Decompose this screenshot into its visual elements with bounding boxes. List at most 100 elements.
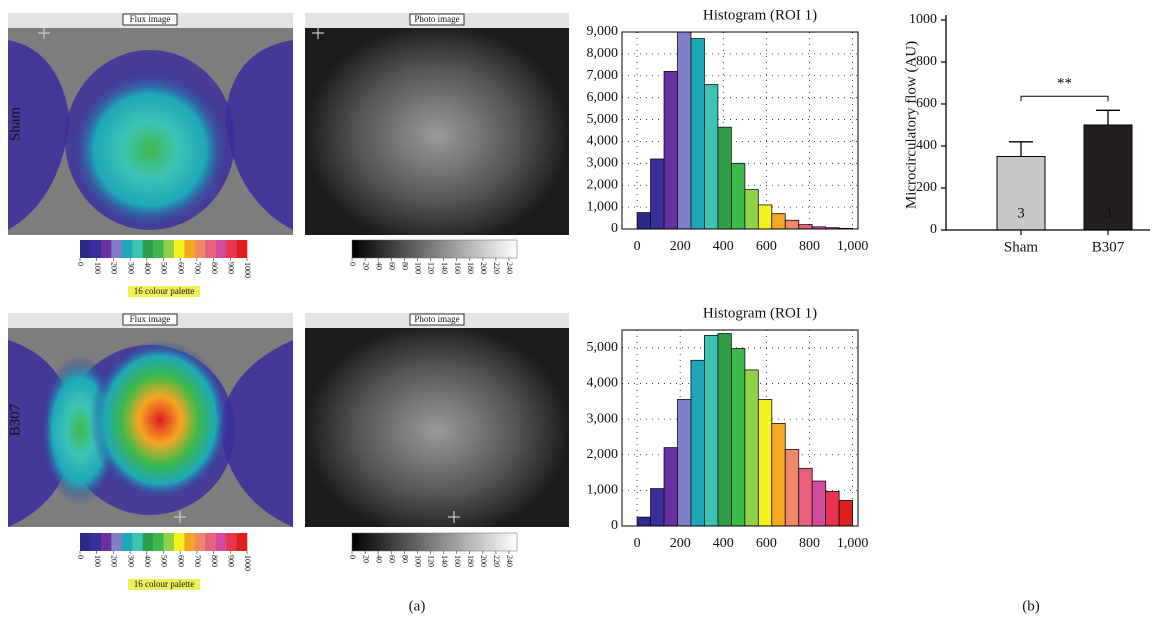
image-title: Flux image [130,14,171,24]
chart-title: Histogram (ROI 1) [703,7,817,23]
colorbar-tick-label: 800 [210,555,219,567]
y-tick-label: 2,000 [587,447,619,462]
palette-swatch [132,533,143,551]
palette-swatch [153,533,164,551]
y-tick-label: 1,000 [587,199,619,214]
histogram-bar [744,369,759,526]
colorbar-tick-label: 600 [176,262,185,274]
y-tick-label: 800 [916,54,937,69]
colorbar-tick-label: 400 [143,555,152,567]
palette-swatch [184,533,196,551]
histogram-bar [798,467,813,526]
image-title-box [122,13,178,26]
palette-swatch [121,240,133,258]
colorbar-tick-label: 900 [226,555,235,567]
histogram-bar [784,219,800,229]
palette-swatch [226,533,237,551]
colorbar-tick-label: 140 [440,555,449,567]
colorbar-tick-label: 40 [374,262,383,270]
palette-swatch [111,240,123,258]
colorbar-tick-label: 20 [361,555,370,563]
palette-swatch [173,240,185,258]
colorbar-tick-label: 120 [427,555,436,567]
bars [636,333,854,526]
colorbar-tick-label: 600 [176,555,185,567]
histogram-bar [717,333,732,526]
b307-flux-image [8,313,293,527]
palette-swatch [194,240,206,258]
colorbar-tick-label: 1000 [243,262,252,278]
y-tick-label: 600 [916,96,937,111]
palette-swatch [215,240,227,258]
colorbar-tick-label: 0 [348,555,357,559]
panel-label: (a) [409,598,426,614]
histogram-bar [704,334,719,526]
palette-swatch [100,533,112,551]
colorbar-tick-label: 240 [505,262,514,274]
histogram-bar [636,516,651,526]
colorbar-tick-label: 200 [110,555,119,567]
caption-highlight [128,286,200,297]
y-tick-label: 9,000 [587,24,619,39]
palette-swatch [184,240,196,258]
palette-swatch [90,240,102,258]
crosshairs [38,27,460,523]
colorbar-tick-label: 100 [93,555,102,567]
palette-swatch [142,533,154,551]
palette-swatch [163,240,175,258]
row-label: Sham [7,107,23,142]
colorbar-tick-label: 120 [427,262,436,274]
y-tick-label: 2,000 [587,177,619,192]
colorbar-caption: 16 colour palette [134,579,194,589]
colorbar-tick-label: 1000 [243,555,252,571]
histogram-bar [717,126,732,229]
colorbar-tick-label: 180 [466,555,475,567]
bars [636,32,854,229]
palette-swatch [142,240,154,258]
palette-swatch [111,533,123,551]
histogram-bar [825,491,840,526]
histogram-bar [744,189,759,229]
colorbar-tick-label: 700 [193,555,202,567]
histogram-bar [690,38,705,229]
x-tick-label: 400 [713,239,734,254]
colorbar-tick-label: 160 [453,262,462,274]
image-title-box [409,13,465,26]
colorbar-tick-label: 100 [414,555,423,567]
y-tick-label: 0 [930,222,937,237]
palette-swatch [153,240,164,258]
colorbar-tick-label: 180 [466,262,475,274]
sham-photo-image [305,13,569,235]
colorbar-tick-label: 100 [414,262,423,274]
palette-swatch [194,533,206,551]
y-tick-label: 0 [611,221,618,236]
y-tick-label: 1000 [909,12,937,27]
colorbar-tick-label: 200 [479,262,488,274]
sham-flux-image [8,13,293,235]
colorbar-tick-label: 700 [193,262,202,274]
palette-swatch [90,533,102,551]
palette-swatch [121,533,133,551]
x-tick-label: 1,000 [837,536,869,551]
x-tick-label: 800 [799,536,820,551]
image-title: Photo image [414,314,459,324]
y-tick-label: 3,000 [587,411,619,426]
row-label: B307 [7,403,23,436]
image-title: Photo image [414,14,459,24]
colorbar-tick-label: 300 [126,262,135,274]
palette-swatch [236,240,248,258]
histogram-bar [690,359,705,526]
bar-label: 3 [1017,205,1025,221]
plot-frame [621,31,859,230]
colorbar-tick-label: 240 [505,555,514,567]
x-tick-label: Sham [1004,239,1039,255]
histogram-bar [677,32,692,229]
colorbar-tick-label: 300 [126,555,135,567]
x-tick-label: 0 [634,239,641,254]
palette-swatch [226,240,237,258]
photo-colorbar [351,239,518,259]
histogram-bar [798,224,813,229]
histogram-bar [757,399,773,526]
colorbar-tick-label: 80 [400,262,409,270]
plot-frame [621,329,859,527]
